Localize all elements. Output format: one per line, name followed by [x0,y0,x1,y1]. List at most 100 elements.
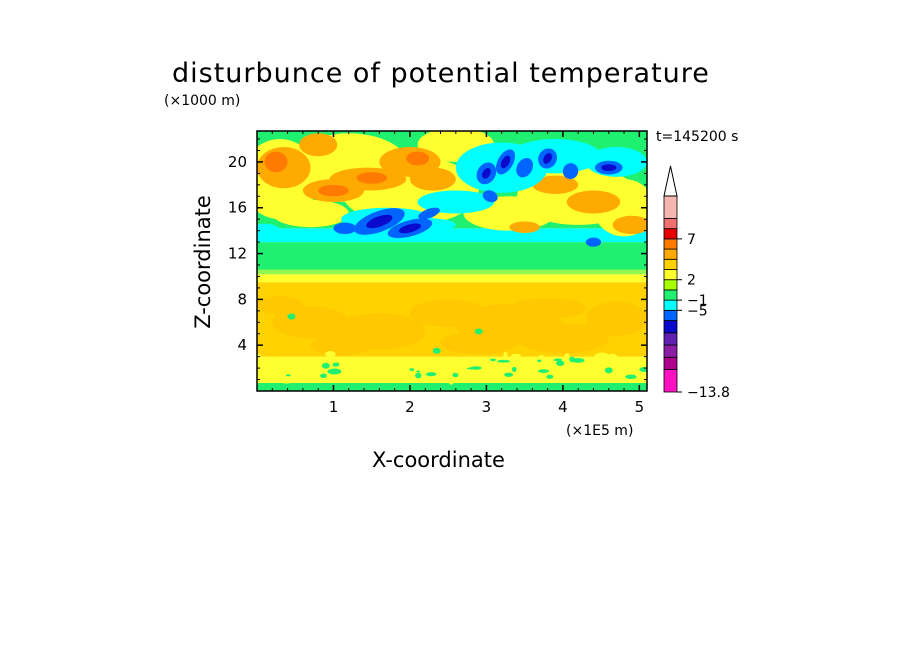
speckle [593,353,610,362]
speckle [596,371,606,379]
x-tick-label: 5 [635,398,645,416]
y-tick-label: 12 [228,245,247,263]
warm-patch [585,301,647,337]
warm-patch [310,334,372,356]
colorbar-label: 2 [687,273,696,289]
x-tick-label: 2 [405,398,415,416]
band-green [257,382,647,391]
warm-patch [517,323,609,354]
speckle [332,362,340,367]
warm-patch [409,167,456,191]
colorbar-swatch [663,369,678,393]
warm-patch [612,215,647,235]
band-cyan [257,228,647,243]
speckle [604,367,613,374]
cool-patch [482,190,498,203]
speckle [271,356,284,363]
cool-patch [417,190,495,214]
speckle [556,360,565,366]
speckle [425,372,437,377]
speckle [285,374,291,377]
speckle [321,362,330,369]
speckle [504,372,514,377]
x-axis: 1 2 3 4 5 [271,131,645,416]
colorbar-swatch [663,218,678,230]
band-transition [257,269,647,275]
speckle [546,374,554,379]
colorbar-label: −13.8 [687,385,730,401]
colorbar-swatch [663,238,678,250]
x-tick-label: 1 [329,398,339,416]
speckle [301,364,306,372]
speckle [452,372,459,378]
colorbar-swatch [663,258,678,270]
colorbar-swatch [663,309,678,321]
band-yellow [257,274,647,283]
speckle [466,367,481,370]
warm-patch [509,298,586,319]
colorbar-swatch [663,299,678,311]
warm-patch [356,172,387,184]
colorbar-label: 7 [687,232,696,248]
y-tick-label: 4 [237,336,247,354]
y-axis: 4 8 12 16 20 [228,138,647,381]
speckle [569,356,575,363]
x-tick-label: 4 [558,398,568,416]
cool-patch [482,168,491,179]
cool-patch [516,157,534,178]
y-tick-label: 16 [228,199,247,217]
speckle [625,374,637,379]
speckle [611,359,623,365]
speckle [415,372,422,379]
speckle [503,351,508,360]
speckle [639,374,647,377]
speckle [481,369,490,374]
speckle [357,372,365,379]
cool-patch [257,223,280,238]
speckle [607,378,616,383]
y-tick-label: 8 [237,290,247,308]
warm-patch [509,221,540,233]
cool-patch [366,214,393,229]
speckle [551,366,559,374]
warm-patch [272,199,349,228]
speckle [280,380,293,384]
time-label: t=145200 s [656,129,739,145]
speckle [490,358,496,362]
colorbar-swatch [663,344,678,358]
colorbar-swatch [663,356,678,370]
cool-patch [398,223,422,234]
cool-patch [333,222,357,235]
speckle [511,353,522,357]
colorbar-swatch [663,228,678,240]
speckle [571,371,580,379]
speckle [537,369,550,373]
colorbar-swatch [663,195,678,219]
speckle [597,368,605,373]
x-axis-label: X-coordinate [372,448,505,472]
colorbar-swatch [663,248,678,260]
cool-patch [500,155,511,169]
warm-patch [440,331,517,355]
cool-patch [543,153,552,164]
speckle [381,364,393,369]
warm-patch [264,151,288,173]
speckle [448,377,454,385]
colorbar-swatch [663,320,678,334]
speckle [300,361,316,364]
speckle [432,361,439,369]
colorbar-extend-arrow [663,165,678,197]
speckle [523,377,536,383]
colorbar-swatch [663,269,678,281]
y-tick-label: 20 [228,153,247,171]
warm-patch [257,295,303,315]
warm-patch [299,133,338,157]
warm-patch [406,151,430,166]
colorbar-label: −5 [687,303,708,319]
speckle [416,370,421,373]
speckle [324,351,336,358]
warm-patch [318,184,349,197]
cool-patch [601,164,617,172]
speckle [499,363,510,371]
